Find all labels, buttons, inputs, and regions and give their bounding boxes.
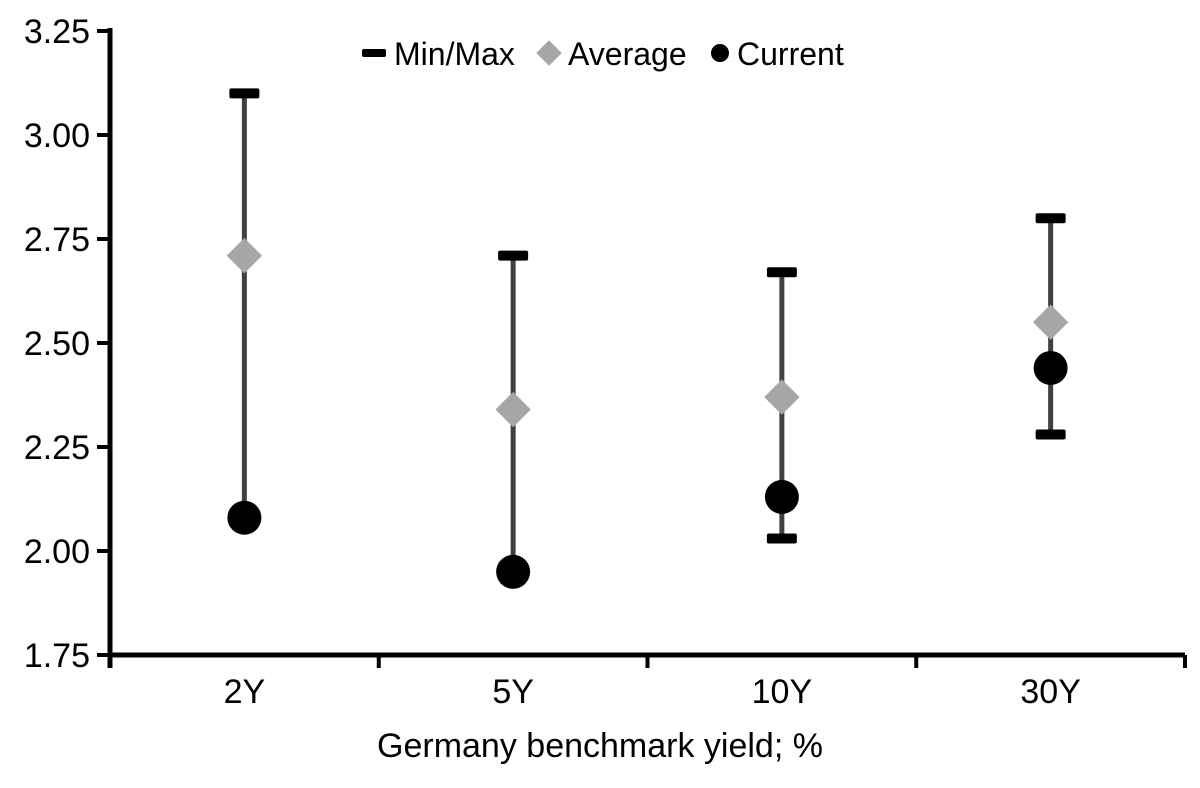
y-tick-label: 3.00 — [24, 117, 90, 155]
y-tick-label: 1.75 — [24, 637, 90, 675]
legend-average-label: Average — [568, 36, 687, 72]
current-circle-marker-10y — [764, 479, 799, 514]
legend-current-circle-icon — [711, 44, 729, 62]
y-tick-label: 3.25 — [24, 13, 90, 51]
average-diamond-marker-2y — [226, 237, 263, 274]
x-axis-title: Germany benchmark yield; % — [377, 727, 823, 765]
average-diamond-marker-5y — [495, 391, 531, 428]
y-tick-label: 2.25 — [24, 429, 90, 467]
y-tick-label: 2.00 — [24, 533, 90, 571]
legend-minmax-label: Min/Max — [394, 36, 515, 72]
y-tick-label: 2.75 — [24, 221, 90, 259]
legend-average-diamond-icon — [536, 40, 562, 66]
current-circle-marker-2y — [227, 500, 262, 535]
legend-current-label: Current — [737, 36, 844, 72]
x-category-label-5y: 5Y — [492, 673, 534, 711]
max-cap-30y — [1035, 213, 1066, 224]
current-circle-marker-5y — [496, 554, 531, 589]
min-cap-30y — [1035, 429, 1066, 440]
x-category-label-10y: 10Y — [752, 673, 813, 711]
x-category-label-2y: 2Y — [224, 673, 266, 711]
y-tick-label: 2.50 — [24, 325, 90, 363]
x-category-label-30y: 30Y — [1020, 673, 1081, 711]
average-diamond-marker-30y — [1032, 304, 1069, 340]
max-cap-10y — [766, 267, 797, 278]
current-circle-marker-30y — [1033, 350, 1068, 385]
max-cap-5y — [498, 250, 529, 261]
max-cap-2y — [229, 88, 260, 99]
average-diamond-marker-10y — [764, 379, 800, 415]
legend-minmax-dash-icon — [362, 49, 386, 57]
min-cap-10y — [766, 533, 797, 544]
